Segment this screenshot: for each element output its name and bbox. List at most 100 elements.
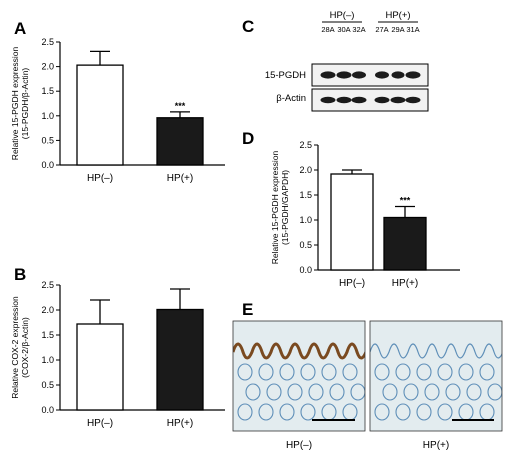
- band-row-15pgdh: [320, 71, 421, 79]
- lane-label: 30A: [337, 25, 350, 34]
- y-tick-label: 0.5: [41, 135, 54, 145]
- crypt-shape: [266, 383, 282, 401]
- crypt-shape: [445, 383, 461, 401]
- crypt-shape: [395, 363, 411, 381]
- crypt-shape: [479, 363, 495, 381]
- x-category-label: HP(–): [87, 418, 113, 429]
- crypt-shape: [308, 383, 324, 401]
- panel-label-a: A: [14, 19, 26, 38]
- mucosal-surface: [370, 343, 502, 359]
- y-axis-title: Relative COX-2 expression: [10, 296, 20, 399]
- panel-label-c: C: [242, 17, 254, 36]
- blot-row-label-15pgdh: 15-PGDH: [265, 70, 306, 81]
- chart-panel-b: 0.0 0.5 1.0 1.5 2.0 2.5 Relative COX-2 express…: [10, 280, 225, 429]
- y-tick-label: 0.5: [299, 240, 312, 250]
- blot-band: [390, 96, 406, 104]
- crypt-shape: [287, 383, 303, 401]
- blot-band: [391, 71, 405, 79]
- blot-group-hp-positive: HP(+): [385, 10, 410, 21]
- crypt-shape: [300, 403, 316, 421]
- ihc-label-hp-positive: HP(+): [423, 440, 449, 451]
- panel-label-d: D: [242, 129, 254, 148]
- y-tick-label: 1.5: [41, 330, 54, 340]
- y-tick-label: 2.5: [299, 140, 312, 150]
- crypt-shape: [321, 363, 337, 381]
- ihc-tissue-image-hp-negative: [233, 321, 365, 431]
- crypt-shape: [424, 383, 440, 401]
- crypt-shape: [466, 383, 482, 401]
- blot-band: [352, 71, 366, 79]
- blot-band: [320, 71, 336, 79]
- y-tick-label: 1.0: [41, 355, 54, 365]
- blot-strip-15pgdh: [311, 63, 429, 87]
- crypt-shape: [342, 363, 358, 381]
- blot-band: [375, 71, 389, 79]
- y-axis-title: Relative 15-PGDH expression: [270, 151, 280, 265]
- y-tick-label: 0.0: [299, 265, 312, 275]
- bar: [156, 117, 204, 166]
- crypt-shape: [374, 363, 390, 381]
- crypt-shape: [258, 363, 274, 381]
- significance-marker: ***: [175, 101, 186, 111]
- blot-band: [374, 96, 390, 104]
- ihc-tissue-image-hp-positive: [370, 321, 502, 431]
- tissue-background: [370, 321, 502, 431]
- x-category-label: HP(+): [167, 418, 193, 429]
- blot-band: [405, 71, 421, 79]
- y-tick-label: 0.0: [41, 160, 54, 170]
- lane-label: 31A: [406, 25, 419, 34]
- crypt-shape: [245, 383, 261, 401]
- crypt-shape: [416, 403, 432, 421]
- band-row-beta-actin: [320, 96, 421, 104]
- lane-label: 32A: [352, 25, 365, 34]
- y-tick-label: 2.5: [41, 37, 54, 47]
- bar: [76, 64, 124, 166]
- western-blot-panel: HP(–) HP(+) 28A 30A 32A 27A 29A 31A 15-P…: [265, 10, 429, 112]
- tissue-background: [233, 321, 365, 431]
- crypt-shape: [279, 403, 295, 421]
- crypt-shape: [395, 403, 411, 421]
- bar: [156, 308, 204, 411]
- crypt-shape: [416, 363, 432, 381]
- lane-label: 29A: [391, 25, 404, 34]
- panel-label-b: B: [14, 265, 26, 284]
- ihc-frame-left: [232, 320, 366, 432]
- y-axis-title: Relative 15-PGDH expression: [10, 47, 20, 161]
- y-axis-title: (15-PGDH/GAPDH): [280, 170, 290, 245]
- crypt-shape: [374, 403, 390, 421]
- blot-band: [351, 96, 367, 104]
- y-tick-label: 2.5: [41, 280, 54, 290]
- y-tick-label: 1.0: [299, 215, 312, 225]
- ihc-label-hp-negative: HP(–): [286, 440, 312, 451]
- crypt-shape: [437, 403, 453, 421]
- y-tick-label: 2.0: [299, 165, 312, 175]
- blot-band: [405, 96, 421, 104]
- crypt-shape: [300, 363, 316, 381]
- chart-panel-d: 0.0 0.5 1.0 1.5 2.0 2.5 Relative 15-PGDH expre…: [270, 140, 460, 289]
- ihc-panel: HP(–) HP(+): [232, 320, 503, 451]
- crypt-shape: [279, 363, 295, 381]
- x-category-label: HP(+): [167, 173, 193, 184]
- blot-band: [336, 96, 352, 104]
- bar: [383, 216, 427, 271]
- crypt-shape: [403, 383, 419, 401]
- crypt-shape: [487, 383, 502, 401]
- y-axis-title: (15-PGDH/β-Actin): [20, 68, 30, 140]
- blot-band: [336, 71, 352, 79]
- y-tick-label: 2.0: [41, 62, 54, 72]
- crypt-shape: [437, 363, 453, 381]
- y-tick-label: 2.0: [41, 305, 54, 315]
- crypt-shape: [258, 403, 274, 421]
- crypt-shape: [382, 383, 398, 401]
- chart-panel-a: 0.0 0.5 1.0 1.5 2.0 2.5 Relative 15-PGDH expre…: [10, 37, 225, 184]
- crypt-shape: [329, 383, 345, 401]
- crypt-shape: [350, 383, 365, 401]
- crypt-shape: [458, 363, 474, 381]
- y-axis-title: (COX-2/β-Actin): [20, 317, 30, 378]
- x-category-label: HP(–): [339, 278, 365, 289]
- ihc-frame-right: [369, 320, 503, 432]
- y-tick-label: 1.5: [299, 190, 312, 200]
- mucosal-surface: [233, 342, 365, 360]
- crypt-shape: [237, 363, 253, 381]
